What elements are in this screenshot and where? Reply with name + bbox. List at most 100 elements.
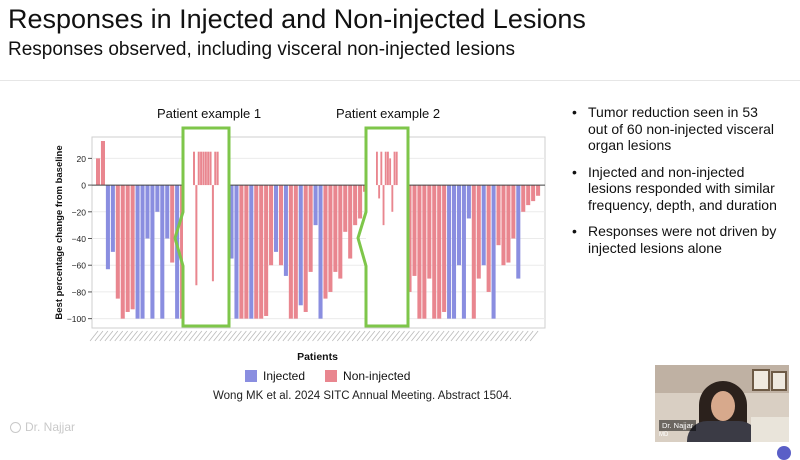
x-tick-label (292, 330, 302, 342)
example-bar (195, 185, 198, 286)
bar-noninjected (506, 185, 511, 263)
x-tick-label (282, 330, 292, 342)
bar-injected (447, 185, 452, 319)
x-tick-label (208, 330, 218, 342)
bar-noninjected (476, 185, 481, 279)
x-tick-label (500, 330, 509, 342)
bar-injected (274, 185, 279, 252)
x-tick-label (331, 330, 341, 342)
x-tick-label (386, 330, 396, 342)
bar-injected (481, 185, 486, 266)
x-tick-label (366, 330, 376, 342)
x-tick-label (336, 330, 346, 342)
bullet-list: Tumor reduction seen in 53 out of 60 non… (572, 104, 777, 266)
example-bar (395, 151, 398, 186)
bar-noninjected (496, 185, 501, 246)
x-tick-label (158, 330, 168, 342)
x-tick-label (490, 330, 499, 342)
x-tick-label (183, 330, 193, 342)
x-tick-label (238, 330, 247, 342)
x-tick-label (460, 330, 470, 342)
example-bar (209, 151, 212, 186)
x-tick-label (401, 330, 410, 342)
bullet-item: Responses were not driven by injected le… (572, 223, 777, 256)
watermark-text: Dr. Najjar (25, 420, 76, 434)
y-tick-label: 20 (77, 154, 87, 164)
x-tick-label (242, 330, 252, 342)
x-tick-label (406, 330, 415, 342)
presenter-name: Dr. Najjar (659, 420, 697, 431)
bar-noninjected (422, 185, 427, 319)
example-bar (389, 158, 392, 186)
x-tick-label (218, 330, 227, 342)
x-tick-label (153, 330, 163, 342)
bar-noninjected (278, 185, 283, 266)
bar-injected (313, 185, 318, 226)
x-tick-label (203, 330, 213, 342)
bar-injected (135, 185, 140, 319)
bar-injected (283, 185, 288, 276)
citation: Wong MK et al. 2024 SITC Annual Meeting.… (213, 390, 512, 402)
bar-noninjected (288, 185, 293, 319)
x-tick-label (475, 330, 485, 342)
x-tick-label (391, 330, 400, 342)
bar-noninjected (338, 185, 343, 279)
example-1-label: Patient example 1 (157, 106, 262, 121)
x-tick-label (228, 330, 237, 342)
bar-noninjected (511, 185, 516, 239)
example-bar (382, 185, 385, 226)
x-tick-label (213, 330, 222, 342)
bar-injected (452, 185, 457, 319)
x-tick-label (485, 330, 494, 342)
x-tick-label (411, 330, 420, 342)
x-tick-label (480, 330, 489, 342)
bar-noninjected (254, 185, 259, 319)
x-tick-label (257, 330, 267, 342)
x-tick-label (124, 330, 133, 342)
corner-button[interactable] (777, 446, 791, 460)
bar-noninjected (293, 185, 298, 319)
x-tick-label (307, 330, 316, 342)
example-bar (376, 151, 378, 186)
x-tick-label (420, 330, 430, 342)
example-bar (393, 151, 396, 186)
bar-injected (249, 185, 254, 319)
bar-noninjected (407, 185, 412, 292)
bar-injected (175, 185, 180, 319)
x-tick-label (99, 330, 109, 342)
example-bar (204, 151, 207, 186)
bar-noninjected (323, 185, 328, 299)
bar-noninjected (536, 185, 541, 196)
x-tick-label (470, 330, 480, 342)
x-tick-label (297, 330, 307, 342)
bar-injected (145, 185, 150, 239)
bar-injected (318, 185, 323, 319)
x-tick-label (356, 330, 366, 342)
bar-injected (461, 185, 466, 319)
x-tick-label (193, 330, 203, 342)
x-tick-label (312, 330, 321, 342)
x-tick-label (346, 330, 356, 342)
watermark: Dr. Najjar (10, 420, 75, 434)
x-tick-label (376, 330, 386, 342)
bar-noninjected (96, 158, 101, 186)
bar-noninjected (328, 185, 333, 292)
bar-injected (229, 185, 234, 259)
x-tick-label (109, 330, 119, 342)
chart-legend: Injected Non-injected (245, 369, 410, 383)
x-tick-label (267, 330, 277, 342)
example-bar (378, 185, 381, 199)
legend-injected-swatch (245, 370, 257, 382)
example-bar (384, 151, 387, 186)
bar-injected (140, 185, 145, 319)
presenter-video[interactable]: Dr. Najjar MD (655, 365, 789, 442)
x-tick-label (134, 330, 143, 342)
x-tick-label (317, 330, 326, 342)
legend-injected-label: Injected (263, 369, 306, 383)
x-tick-label (119, 330, 129, 342)
bar-noninjected (471, 185, 476, 319)
presenter-body (687, 421, 759, 442)
x-tick-label (168, 330, 178, 342)
bar-noninjected (120, 185, 125, 319)
